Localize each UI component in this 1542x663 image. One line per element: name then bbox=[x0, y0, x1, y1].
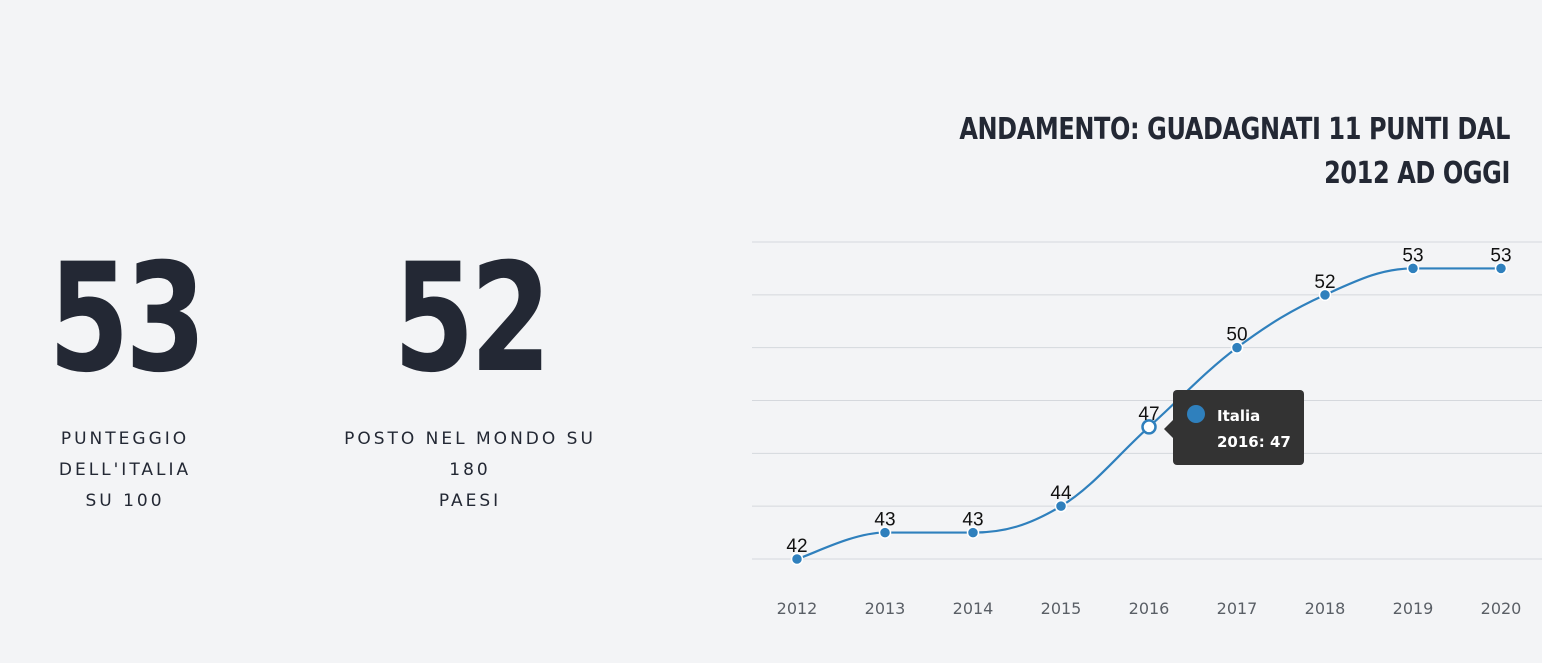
x-tick-label-2015: 2015 bbox=[1041, 599, 1082, 618]
tooltip-value: 2016: 47 bbox=[1217, 433, 1291, 451]
x-tick-label-2017: 2017 bbox=[1217, 599, 1258, 618]
stat-score-label-line-2: SU 100 bbox=[85, 491, 165, 511]
x-tick-label-2018: 2018 bbox=[1305, 599, 1346, 618]
data-label-2019: 53 bbox=[1402, 245, 1423, 266]
x-tick-label-2016: 2016 bbox=[1129, 599, 1170, 618]
stat-score-label-line-1: PUNTEGGIO DELL'ITALIA bbox=[58, 429, 192, 480]
chart-title: ANDAMENTO: GUADAGNATI 11 PUNTI DAL 2012 … bbox=[959, 112, 1510, 191]
data-point-2014[interactable] bbox=[966, 526, 980, 539]
data-label-2014: 43 bbox=[962, 510, 983, 531]
data-label-2012: 42 bbox=[786, 536, 807, 557]
stat-rank-label-line-2: PAESI bbox=[438, 491, 502, 511]
chart-tooltip: Italia 2016: 47 bbox=[1164, 390, 1304, 465]
data-label-2016: 47 bbox=[1138, 404, 1159, 425]
data-point-2019[interactable] bbox=[1406, 262, 1420, 275]
chart-x-axis: 2012 2013 2014 2015 2016 2017 2018 2019 2020 bbox=[777, 599, 1522, 618]
data-point-2012[interactable] bbox=[790, 552, 804, 566]
data-label-2018: 52 bbox=[1314, 272, 1335, 293]
stat-rank-label-line-1: POSTO NEL MONDO SU 180 bbox=[344, 429, 596, 480]
stat-score-label: PUNTEGGIO DELL'ITALIA SU 100 bbox=[0, 424, 250, 517]
tooltip-series-name: Italia bbox=[1217, 407, 1261, 425]
data-point-2016[interactable] bbox=[1141, 419, 1157, 435]
stat-rank: 52 POSTO NEL MONDO SU 180 PAESI bbox=[335, 244, 605, 517]
data-point-2020[interactable] bbox=[1494, 262, 1508, 275]
stat-score: 53 PUNTEGGIO DELL'ITALIA SU 100 bbox=[0, 244, 250, 517]
data-label-2020: 53 bbox=[1490, 245, 1511, 266]
chart-grid bbox=[752, 241, 1542, 560]
x-tick-label-2019: 2019 bbox=[1393, 599, 1434, 618]
data-label-2017: 50 bbox=[1226, 325, 1247, 346]
data-point-2013[interactable] bbox=[878, 526, 892, 539]
data-point-2015[interactable] bbox=[1054, 499, 1068, 513]
data-point-2018[interactable] bbox=[1318, 288, 1332, 302]
data-label-2015: 44 bbox=[1050, 483, 1072, 504]
data-point-2017[interactable] bbox=[1230, 341, 1244, 354]
stat-score-value: 53 bbox=[48, 232, 206, 406]
stat-rank-value: 52 bbox=[393, 232, 551, 406]
chart-data-labels: 42 43 43 44 47 50 52 53 53 bbox=[786, 245, 1511, 557]
chart-points bbox=[790, 262, 1508, 566]
x-tick-label-2012: 2012 bbox=[777, 599, 818, 618]
x-tick-label-2014: 2014 bbox=[953, 599, 994, 618]
stat-rank-label: POSTO NEL MONDO SU 180 PAESI bbox=[335, 424, 605, 517]
x-tick-label-2013: 2013 bbox=[865, 599, 906, 618]
tooltip-series-marker bbox=[1187, 405, 1205, 423]
x-tick-label-2020: 2020 bbox=[1481, 599, 1522, 618]
data-label-2013: 43 bbox=[874, 510, 895, 531]
